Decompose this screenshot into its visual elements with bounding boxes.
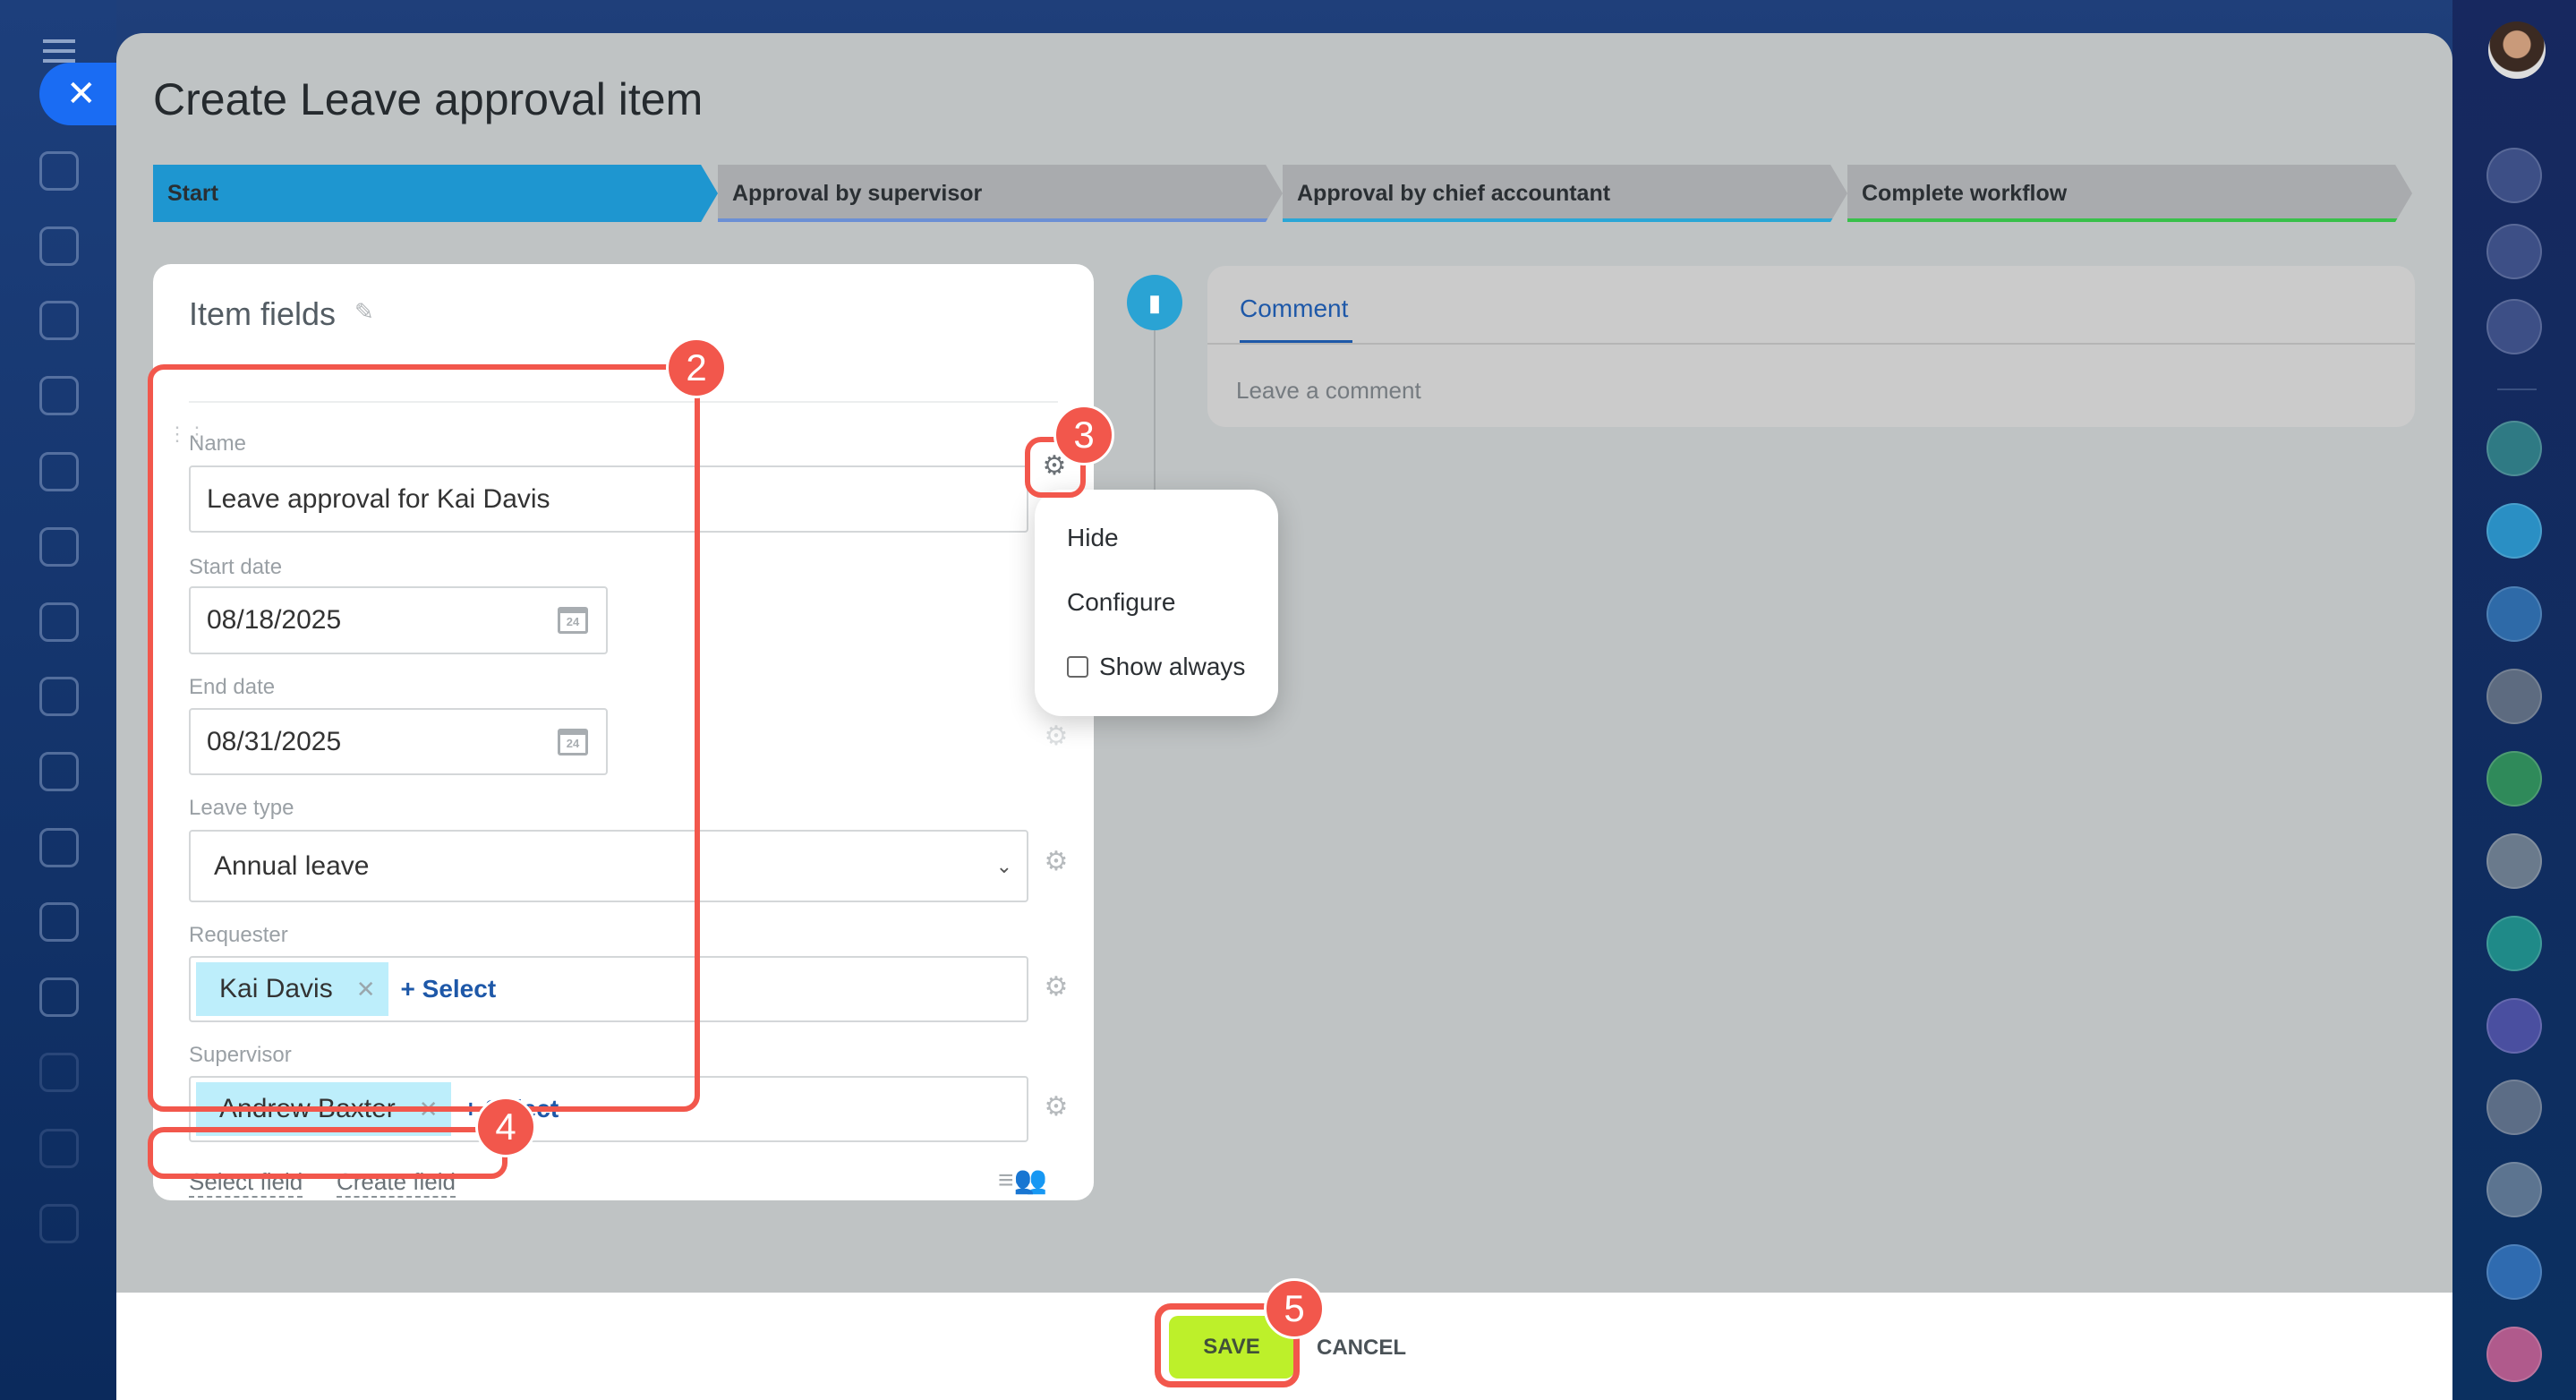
gear-icon[interactable]: ⚙ — [1044, 972, 1069, 1002]
store-icon[interactable] — [39, 1129, 79, 1168]
supervisor-label: Supervisor — [189, 1043, 292, 1067]
task-chat-green-icon[interactable] — [2486, 751, 2542, 807]
divider — [189, 401, 1058, 403]
user-avatar[interactable] — [2488, 21, 2546, 79]
start-date-input[interactable]: 08/18/2025 24 — [189, 586, 608, 654]
group-avatar-2-icon[interactable] — [2486, 1162, 2542, 1217]
stage-label: Start — [167, 181, 218, 206]
name-input[interactable]: Leave approval for Kai Davis — [189, 465, 1028, 533]
annotation-badge-3: 3 — [1053, 405, 1114, 465]
calendar-icon[interactable]: 24 — [558, 728, 588, 755]
cancel-button[interactable]: CANCEL — [1317, 1336, 1406, 1360]
stage-start[interactable]: Start — [153, 165, 718, 222]
leave-type-select[interactable]: Annual leave ⌄ — [189, 830, 1028, 902]
name-label: Name — [189, 431, 247, 456]
end-date-label: End date — [189, 675, 276, 699]
requester-label: Requester — [189, 923, 288, 947]
user-avatar-icon[interactable] — [2486, 669, 2542, 724]
stage-label: Complete workflow — [1862, 181, 2068, 206]
hamburger-icon[interactable] — [43, 39, 75, 63]
group-chat-pink-icon[interactable] — [2486, 1327, 2542, 1382]
target-icon[interactable] — [2486, 224, 2542, 279]
create-field-link[interactable]: Create field — [337, 1168, 456, 1198]
select-requester-link[interactable]: + Select — [400, 975, 497, 1003]
bell-icon[interactable] — [2486, 148, 2542, 203]
stage-label: Approval by supervisor — [732, 181, 983, 206]
annotation-box-2 — [148, 364, 700, 1112]
annotation-badge-4: 4 — [475, 1097, 536, 1157]
timeline-line — [1154, 302, 1156, 534]
requester-input[interactable]: Kai Davis ✕ + Select — [189, 956, 1028, 1022]
start-date-value: 08/18/2025 — [207, 605, 342, 635]
divider — [2497, 388, 2537, 390]
gear-icon[interactable]: ⚙ — [1044, 721, 1069, 751]
chevron-down-icon: ⌄ — [995, 854, 1012, 877]
field-settings-menu: Hide Configure Show always — [1035, 490, 1278, 716]
mail-chat-icon[interactable] — [2486, 1244, 2542, 1300]
name-value: Leave approval for Kai Davis — [207, 483, 550, 514]
filter-icon[interactable] — [39, 977, 79, 1017]
comment-bubble-icon: ▮ — [1127, 275, 1182, 330]
team-fields-icon[interactable]: ≡👥 — [998, 1165, 1047, 1195]
stage-approval-supervisor[interactable]: Approval by supervisor — [718, 165, 1283, 222]
divider — [1207, 343, 2415, 345]
end-date-input[interactable]: 08/31/2025 24 — [189, 708, 608, 775]
sites-icon[interactable] — [39, 376, 79, 415]
contacts-icon[interactable] — [39, 828, 79, 867]
close-icon: ✕ — [66, 74, 97, 114]
chat-bot-icon[interactable] — [2486, 503, 2542, 559]
group-chat-icon[interactable] — [2486, 421, 2542, 476]
comment-input[interactable]: Leave a comment — [1236, 377, 1421, 404]
active-tab-underline — [1240, 340, 1352, 344]
comment-panel: Comment Leave a comment — [1207, 266, 2415, 427]
menu-item-configure[interactable]: Configure — [1067, 588, 1176, 616]
tasks-icon[interactable] — [39, 301, 79, 340]
schedule-icon[interactable] — [39, 1053, 79, 1092]
annotation-badge-2: 2 — [666, 337, 727, 398]
annotation-box-5 — [1155, 1303, 1300, 1387]
task-chat-icon[interactable] — [2486, 586, 2542, 642]
docs-icon[interactable] — [39, 527, 79, 567]
stage-approval-chief-accountant[interactable]: Approval by chief accountant — [1283, 165, 1847, 222]
page-title: Create Leave approval item — [153, 74, 704, 124]
show-always-checkbox[interactable] — [1067, 656, 1088, 678]
task-chat-teal-icon[interactable] — [2486, 916, 2542, 971]
chat-icon[interactable] — [39, 226, 79, 266]
target-icon[interactable] — [39, 1204, 79, 1243]
item-fields-card: Item fields ✎ ⋮⋮ Name Leave approval for… — [153, 264, 1094, 1200]
user-avatar-2-icon[interactable] — [2486, 833, 2542, 889]
checklist-icon[interactable] — [39, 902, 79, 942]
gear-icon[interactable]: ⚙ — [1044, 1092, 1069, 1122]
task-chat-purple-icon[interactable] — [2486, 998, 2542, 1054]
menu-item-show-always[interactable]: Show always — [1067, 653, 1245, 681]
tab-comment[interactable]: Comment — [1240, 295, 1349, 322]
select-field-link[interactable]: Select field — [189, 1168, 303, 1198]
card-title: Item fields — [189, 295, 337, 332]
requester-chip: Kai Davis ✕ — [196, 962, 388, 1016]
leave-type-label: Leave type — [189, 796, 294, 820]
group-avatar-icon[interactable] — [2486, 1080, 2542, 1135]
edit-pencil-icon[interactable]: ✎ — [354, 298, 374, 325]
stage-label: Approval by chief accountant — [1297, 181, 1611, 206]
drive-icon[interactable] — [39, 677, 79, 716]
calendar-icon[interactable]: 24 — [558, 607, 588, 634]
menu-item-hide[interactable]: Hide — [1067, 524, 1119, 551]
end-date-value: 08/31/2025 — [207, 726, 342, 756]
annotation-badge-5: 5 — [1264, 1278, 1325, 1339]
left-sidebar — [0, 0, 116, 1400]
close-button[interactable]: ✕ — [39, 63, 125, 125]
show-always-label: Show always — [1099, 653, 1246, 680]
annotation-box-4 — [148, 1127, 508, 1179]
remove-icon[interactable]: ✕ — [355, 975, 376, 1003]
search-chat-icon[interactable] — [2486, 299, 2542, 354]
presentation-icon[interactable] — [39, 602, 79, 642]
calendar-icon[interactable] — [39, 452, 79, 491]
gear-icon[interactable]: ⚙ — [1044, 847, 1069, 876]
stage-complete-workflow[interactable]: Complete workflow — [1847, 165, 2412, 222]
start-date-label: Start date — [189, 555, 283, 579]
chip-label: Kai Davis — [219, 974, 333, 1003]
mail-icon[interactable] — [39, 752, 79, 791]
feed-icon[interactable] — [39, 151, 79, 191]
leave-type-value: Annual leave — [214, 850, 370, 881]
